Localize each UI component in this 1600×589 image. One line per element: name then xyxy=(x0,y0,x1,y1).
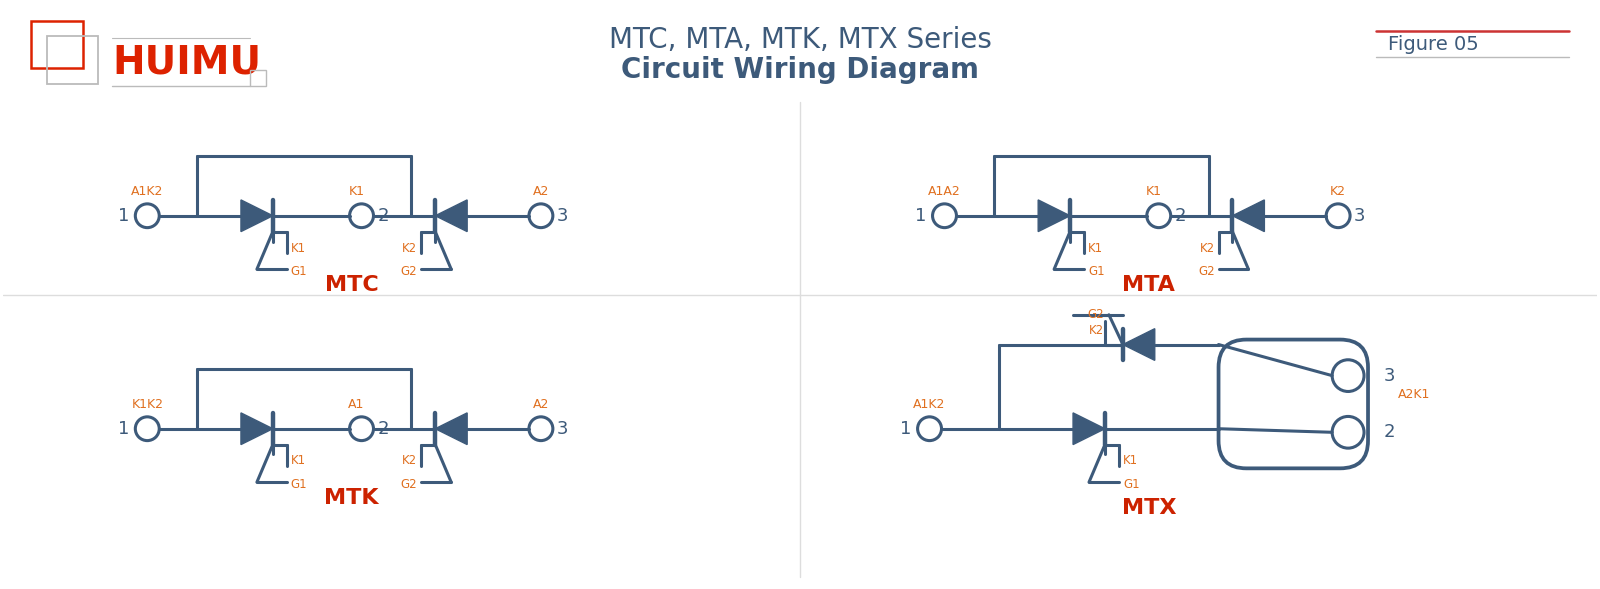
Text: G1: G1 xyxy=(1088,265,1104,278)
Text: G1: G1 xyxy=(291,265,307,278)
Text: Figure 05: Figure 05 xyxy=(1387,35,1478,54)
Polygon shape xyxy=(1123,329,1155,360)
Text: K2: K2 xyxy=(1090,324,1104,337)
Text: MTX: MTX xyxy=(1122,498,1176,518)
Text: 3: 3 xyxy=(557,207,568,225)
Polygon shape xyxy=(435,200,467,231)
Text: MTK: MTK xyxy=(325,488,379,508)
Text: 3: 3 xyxy=(557,420,568,438)
Text: MTA: MTA xyxy=(1122,275,1176,295)
Text: 3: 3 xyxy=(1384,366,1395,385)
Bar xyxy=(250,70,266,86)
Text: 2: 2 xyxy=(1384,423,1395,441)
Text: K1: K1 xyxy=(1123,455,1138,468)
Text: 3: 3 xyxy=(1354,207,1365,225)
Text: A2K1: A2K1 xyxy=(1398,388,1430,401)
Text: K1: K1 xyxy=(1088,241,1102,254)
Text: A1K2: A1K2 xyxy=(131,186,163,198)
Text: G2: G2 xyxy=(1088,308,1104,322)
Polygon shape xyxy=(435,413,467,445)
Text: K1: K1 xyxy=(1146,186,1162,198)
Text: 1: 1 xyxy=(901,420,912,438)
Text: K2: K2 xyxy=(1200,241,1214,254)
Text: G2: G2 xyxy=(1198,265,1214,278)
Polygon shape xyxy=(1232,200,1264,231)
Text: 1: 1 xyxy=(118,420,130,438)
Text: K1: K1 xyxy=(349,186,365,198)
Polygon shape xyxy=(242,200,274,231)
Text: A1A2: A1A2 xyxy=(928,186,962,198)
Text: K1K2: K1K2 xyxy=(131,398,163,412)
Polygon shape xyxy=(1038,200,1070,231)
Polygon shape xyxy=(242,413,274,445)
Text: K1: K1 xyxy=(291,455,306,468)
Text: K2: K2 xyxy=(1330,186,1346,198)
Text: K2: K2 xyxy=(402,455,418,468)
Polygon shape xyxy=(1074,413,1106,445)
Text: A1K2: A1K2 xyxy=(914,398,946,412)
Text: K1: K1 xyxy=(291,241,306,254)
Text: 2: 2 xyxy=(378,420,389,438)
Bar xyxy=(30,21,83,68)
Text: 2: 2 xyxy=(1174,207,1186,225)
Text: G2: G2 xyxy=(400,265,418,278)
Text: MTC: MTC xyxy=(325,275,379,295)
Text: G2: G2 xyxy=(400,478,418,491)
Text: HUIMU: HUIMU xyxy=(112,43,261,81)
Text: A2: A2 xyxy=(533,186,549,198)
Text: G1: G1 xyxy=(1123,478,1139,491)
Bar xyxy=(46,37,99,84)
Text: A2: A2 xyxy=(533,398,549,412)
Text: MTC, MTA, MTK, MTX Series: MTC, MTA, MTK, MTX Series xyxy=(608,27,992,54)
Text: G1: G1 xyxy=(291,478,307,491)
Text: 1: 1 xyxy=(915,207,926,225)
Text: Circuit Wiring Diagram: Circuit Wiring Diagram xyxy=(621,56,979,84)
Text: 1: 1 xyxy=(118,207,130,225)
Text: A1: A1 xyxy=(349,398,365,412)
Text: 2: 2 xyxy=(378,207,389,225)
Text: K2: K2 xyxy=(402,241,418,254)
